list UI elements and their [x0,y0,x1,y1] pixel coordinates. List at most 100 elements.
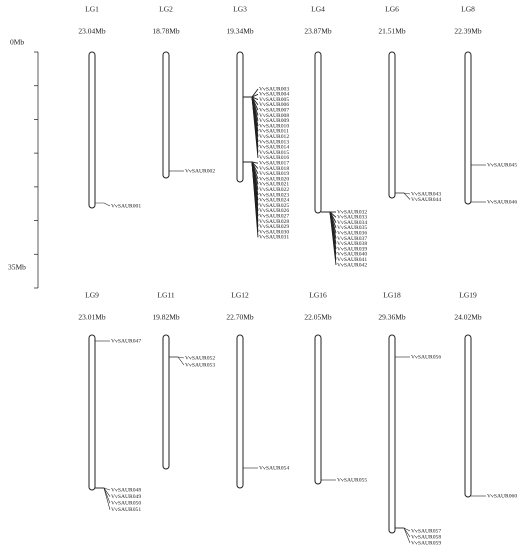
chromosome-name: LG4 [311,5,325,14]
gene-label: VvSAUR049 [111,494,141,500]
gene-label: VvSAUR025 [259,203,289,209]
gene-label: VvSAUR060 [487,493,517,499]
gene-label: VvSAUR023 [259,192,289,198]
gene-label: VvSAUR056 [411,354,441,360]
gene-label: VvSAUR043 [411,191,441,197]
gene-label: VvSAUR053 [185,362,215,368]
chromosome [236,334,244,489]
chromosome-length: 23.01Mb [78,313,106,322]
gene-label: VvSAUR018 [259,166,289,172]
chromosome-name: LG8 [461,5,475,14]
gene-label: VvSAUR015 [259,150,289,156]
gene-label: VvSAUR027 [259,213,289,219]
gene-connector [169,356,185,366]
chromosome [464,51,472,205]
gene-label: VvSAUR008 [259,113,289,119]
gene-label: VvSAUR031 [259,235,289,241]
gene-connector [321,211,337,218]
chromosome [314,334,322,485]
gene-label: VvSAUR051 [111,507,141,513]
gene-label: VvSAUR028 [259,219,289,225]
gene-label: VvSAUR055 [337,477,367,483]
chromosome-length: 21.51Mb [378,27,406,36]
chromosome-name: LG6 [385,5,399,14]
gene-connector [321,211,337,266]
gene-label: VvSAUR036 [337,230,367,236]
chromosome-name: LG18 [383,291,401,300]
chromosome-name: LG16 [309,291,327,300]
chromosome-length: 22.39Mb [454,27,482,36]
chromosome-length: 29.36Mb [378,313,406,322]
gene-label: VvSAUR013 [259,139,289,145]
gene-label: VvSAUR050 [111,500,141,506]
gene-label: VvSAUR046 [487,199,517,205]
chromosome [464,334,472,498]
gene-label: VvSAUR037 [337,236,367,242]
chromosome-length: 19.82Mb [152,313,180,322]
gene-label: VvSAUR035 [337,225,367,231]
chromosome-length: 18.78Mb [152,27,180,36]
gene-label: VvSAUR010 [259,123,289,129]
chromosome-name: LG11 [157,291,174,300]
gene-label: VvSAUR057 [411,528,441,534]
gene-label: VvSAUR003 [259,86,289,92]
chromosome [88,334,96,491]
chromosome-length: 24.02Mb [454,313,482,322]
gene-label: VvSAUR017 [259,160,289,166]
gene-label: VvSAUR004 [259,92,289,98]
chromosome-length: 22.05Mb [304,313,332,322]
gene-connector [243,161,259,238]
gene-label: VvSAUR033 [337,215,367,221]
gene-label: VvSAUR001 [111,203,141,209]
gene-connector [395,192,411,200]
gene-label: VvSAUR047 [111,338,141,344]
gene-label: VvSAUR005 [259,97,289,103]
gene-label: VvSAUR022 [259,187,289,193]
chromosome [88,51,96,209]
gene-label: VvSAUR052 [185,355,215,361]
chromosome-name: LG12 [231,291,249,300]
gene-label: VvSAUR059 [411,540,441,546]
gene-label: VvSAUR032 [337,209,367,215]
gene-label: VvSAUR039 [337,246,367,252]
gene-connector [95,487,111,510]
chromosome [162,51,170,179]
chromosome [314,51,322,214]
gene-label: VvSAUR040 [337,252,367,258]
gene-label: VvSAUR024 [259,198,289,204]
gene-connector [395,527,411,538]
chromosome [388,334,396,534]
chromosome-length: 22.70Mb [226,313,254,322]
chromosome-length: 23.04Mb [78,27,106,36]
chromosome-name: LG2 [159,5,173,14]
gene-label: VvSAUR020 [259,176,289,182]
gene-connector [395,527,411,544]
gene-label: VvSAUR026 [259,208,289,214]
scale-bottom-label: 35Mb [8,263,26,272]
gene-label: VvSAUR054 [259,465,289,471]
gene-label: VvSAUR009 [259,118,289,124]
gene-connector [395,527,411,532]
gene-label: VvSAUR029 [259,224,289,230]
gene-connector [243,96,259,158]
gene-label: VvSAUR058 [411,534,441,540]
gene-label: VvSAUR044 [411,197,441,203]
chromosome-length: 19.34Mb [226,27,254,36]
chromosome [388,51,396,199]
chromosome-name: LG19 [459,291,477,300]
gene-label: VvSAUR011 [259,129,289,135]
gene-label: VvSAUR034 [337,220,367,226]
gene-label: VvSAUR045 [487,162,517,168]
gene-connector [95,202,111,207]
gene-label: VvSAUR042 [337,262,367,268]
chromosome-name: LG9 [85,291,99,300]
gene-label: VvSAUR012 [259,134,289,140]
gene-label: VvSAUR038 [337,241,367,247]
chromosome [162,334,170,470]
chromosome-length: 23.87Mb [304,27,332,36]
gene-label: VvSAUR030 [259,229,289,235]
chromosome-name: LG1 [85,5,99,14]
gene-label: VvSAUR019 [259,171,289,177]
gene-label: VvSAUR007 [259,107,289,113]
